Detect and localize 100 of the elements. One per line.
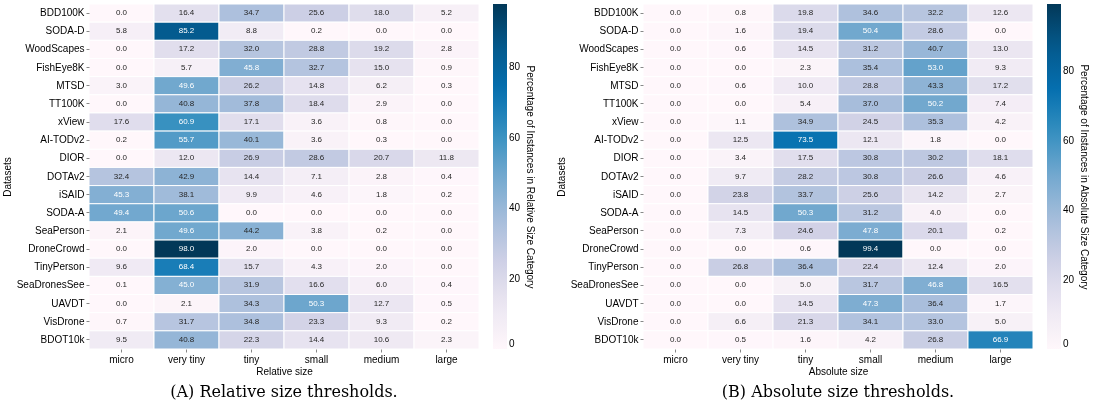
data-label: 0.0 [994,207,1007,217]
data-label: 0.0 [669,153,682,163]
data-label: 14.2 [927,189,944,199]
y-tick-label: TinyPerson [588,261,639,273]
data-label: 1.7 [994,298,1007,308]
data-label: 6.6 [734,316,747,326]
data-label: 21.3 [797,316,814,326]
data-label: 33.7 [797,189,814,199]
data-label: 0.0 [115,44,128,54]
y-tick-label: UAVDT [605,297,639,309]
data-label: 40.1 [243,135,260,145]
x-tick-label: small [304,353,329,365]
data-label: 37.0 [862,98,879,108]
data-label: 24.5 [862,117,879,127]
color-bar-label: 40 [509,202,521,214]
data-label: 17.2 [992,80,1009,90]
data-label: 26.8 [732,262,749,272]
data-label: 0.0 [669,171,682,181]
text: (A) Relative size thresholds. [170,382,398,401]
data-label: 0.0 [669,117,682,127]
data-label: 5.2 [440,8,453,18]
data-label: 0.0 [669,225,682,235]
data-label: 34.6 [862,8,879,18]
data-label: 0.5 [440,298,453,308]
data-label: 47.8 [862,225,879,235]
y-tick-label: MTSD [610,79,639,91]
data-label: 13.0 [992,44,1009,54]
data-label: 3.0 [115,80,128,90]
color-bar-title: Percentage of Instances in Relative Size Category [525,65,536,289]
y-tick-label: DOTAv2 [47,170,85,182]
data-label: 66.9 [992,334,1009,344]
data-label: 1.6 [734,26,747,36]
data-label: 0.0 [669,135,682,145]
data-label: 28.6 [927,26,944,36]
data-label: 0.0 [734,62,747,72]
data-label: 28.8 [862,80,879,90]
data-label: 34.1 [862,316,879,326]
y-tick-label: WoodScapes [579,43,639,55]
data-label: 30.8 [862,153,879,163]
data-label: 0.0 [669,44,682,54]
data-label: 0.9 [440,62,453,72]
data-label: 26.6 [927,171,944,181]
data-label: 50.4 [862,26,879,36]
data-label: 0.2 [994,225,1007,235]
data-label: 0.8 [375,117,388,127]
data-label: 35.3 [927,117,944,127]
data-label: 2.7 [994,189,1007,199]
y-tick-label: iSAID [612,188,639,200]
data-label: 8.8 [245,26,258,36]
data-label: 40.7 [927,44,944,54]
data-label: 14.5 [797,298,814,308]
data-label: 12.6 [992,8,1009,18]
y-tick-label: WoodScapes [25,43,85,55]
data-label: 34.9 [797,117,814,127]
y-tick-label: iSAID [58,188,85,200]
data-label: 30.2 [927,153,944,163]
data-label: 0.6 [734,44,747,54]
data-label: 0.0 [669,316,682,326]
data-label: 12.7 [373,298,390,308]
data-label: 0.4 [440,280,453,290]
data-label: 36.4 [927,298,944,308]
data-label: 0.0 [669,98,682,108]
data-label: 24.6 [797,225,814,235]
y-tick-label: BDOT10k [594,333,640,345]
data-label: 0.3 [375,135,388,145]
color-bar-label: 0 [1063,338,1069,349]
color-bar-label: 20 [509,272,521,284]
data-label: 50.2 [927,98,944,108]
data-label: 15.0 [373,62,390,72]
data-label: 14.4 [243,171,260,181]
data-label: 18.4 [308,98,325,108]
color-bar-label: 40 [1063,204,1075,216]
data-label: 0.0 [734,280,747,290]
data-label: 17.5 [797,153,814,163]
data-label: 9.7 [734,171,747,181]
data-label: 4.6 [310,189,323,199]
y-tick-label: VisDrone [43,315,85,327]
data-label: 49.6 [178,225,195,235]
y-tick-label: BDD100K [594,7,639,19]
data-label: 3.6 [310,117,323,127]
data-label: 2.1 [180,298,193,308]
x-tick-label: medium [363,353,400,365]
data-label: 36.4 [797,262,814,272]
data-label: 47.3 [862,298,879,308]
data-label: 32.7 [308,62,325,72]
y-tick-label: SODA-D [599,25,639,37]
data-label: 25.6 [862,189,879,199]
data-label: 0.0 [994,135,1007,145]
data-label: 32.2 [927,8,944,18]
data-label: 16.5 [992,280,1009,290]
data-label: 34.8 [243,316,260,326]
data-label: 9.3 [994,62,1007,72]
data-label: 31.7 [862,280,879,290]
data-label: 26.2 [243,80,260,90]
data-label: 0.0 [669,244,682,254]
data-label: 0.0 [115,98,128,108]
data-label: 0.0 [115,244,128,254]
data-label: 0.0 [669,80,682,90]
data-label: 19.8 [797,8,814,18]
data-label: 2.3 [440,334,453,344]
